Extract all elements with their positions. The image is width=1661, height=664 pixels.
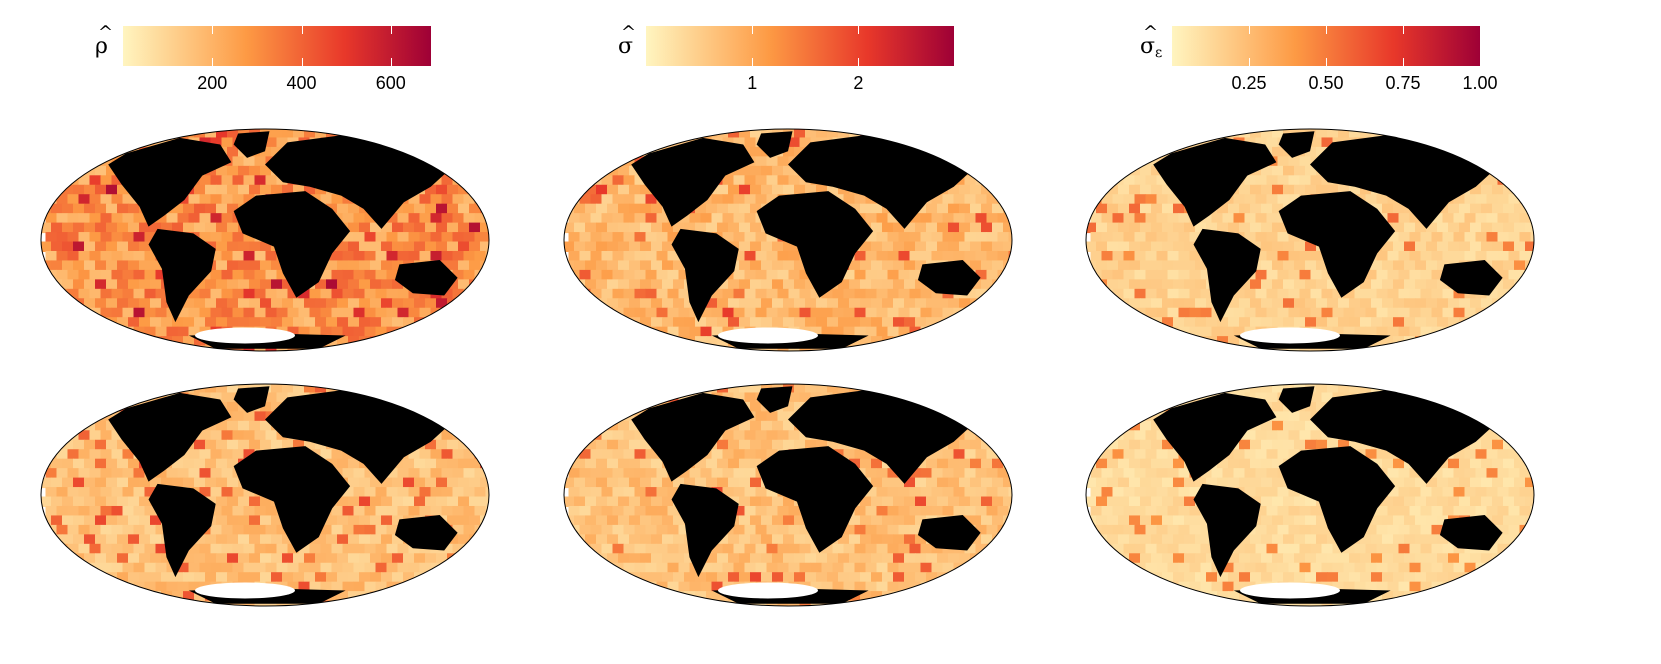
continent-landmass xyxy=(108,137,232,227)
continent-landmass xyxy=(233,386,270,413)
colorbar-sigma: ^ σ 1 2 xyxy=(0,0,1100,110)
colorbar-tick xyxy=(1403,58,1404,66)
colorbar-tick xyxy=(1480,26,1481,34)
colorbar-rho: ^ ρ 200 400 600 xyxy=(0,0,553,110)
colorbar-rho-label: ^ ρ xyxy=(95,22,114,59)
colorbar-tick xyxy=(1249,58,1250,66)
continent-landmass xyxy=(1193,483,1261,578)
continent-landmass xyxy=(1278,131,1315,158)
continent-landmass xyxy=(788,133,981,229)
continent-landmass xyxy=(756,131,793,158)
colorbar-tick-label: 2 xyxy=(853,73,864,93)
continent-landmass xyxy=(233,191,351,298)
continent-landmass xyxy=(148,228,216,323)
no-data-region xyxy=(718,582,818,599)
continent-landmass xyxy=(1278,386,1315,413)
map-outline xyxy=(1085,128,1535,352)
map-sigma-bottom xyxy=(563,383,1013,607)
colorbar-sigma-label: ^ σ xyxy=(618,22,637,59)
continent-landmass xyxy=(631,137,755,227)
continent-landmass xyxy=(1153,137,1277,227)
colorbar-sigma-gradient xyxy=(646,26,954,66)
continent-landmass xyxy=(1193,228,1261,323)
colorbar-tick xyxy=(858,58,860,66)
map-sigma-eps-bottom xyxy=(1085,383,1535,607)
continent-landmass xyxy=(394,514,458,551)
map-outline xyxy=(40,128,490,352)
continent-landmass xyxy=(265,388,458,484)
continent-landmass xyxy=(1310,133,1503,229)
map-rho-bottom xyxy=(40,383,490,607)
colorbar-tick-label: 0.25 xyxy=(1231,73,1267,93)
colorbar-tick xyxy=(1326,26,1327,34)
no-data-region xyxy=(195,582,295,599)
continent-landmass xyxy=(917,514,981,551)
continent-landmass xyxy=(265,133,458,229)
colorbar-tick xyxy=(390,26,392,34)
map-outline xyxy=(40,383,490,607)
map-sigma-top xyxy=(563,128,1013,352)
colorbar-sigma-eps: ^ σε 0.25 0.50 0.75 1.00 xyxy=(0,0,1661,110)
colorbar-tick-label: 1.00 xyxy=(1462,73,1498,93)
continent-landmass xyxy=(1278,191,1396,298)
colorbar-tick xyxy=(1326,58,1327,66)
continent-landmass xyxy=(756,446,874,553)
colorbar-tick xyxy=(752,58,754,66)
no-data-region xyxy=(718,327,818,344)
continent-landmass xyxy=(756,191,874,298)
continent-landmass xyxy=(917,259,981,296)
continent-landmass xyxy=(1153,392,1277,482)
colorbar-rho-gradient xyxy=(123,26,431,66)
map-sigma-eps-top xyxy=(1085,128,1535,352)
no-data-region xyxy=(1240,582,1340,599)
map-rho-top xyxy=(40,128,490,352)
continent-landmass xyxy=(148,483,216,578)
colorbar-tick xyxy=(212,26,214,34)
colorbar-tick-label: 200 xyxy=(197,73,228,93)
colorbar-tick xyxy=(1403,26,1404,34)
continent-landmass xyxy=(1278,446,1396,553)
no-data-region xyxy=(1240,327,1340,344)
colorbar-tick-label: 0.50 xyxy=(1308,73,1344,93)
map-outline xyxy=(1085,383,1535,607)
colorbar-tick xyxy=(1249,26,1250,34)
colorbar-tick xyxy=(301,26,303,34)
continent-landmass xyxy=(394,259,458,296)
colorbar-tick-label: 400 xyxy=(286,73,317,93)
continent-landmass xyxy=(671,483,739,578)
continent-landmass xyxy=(233,446,351,553)
colorbar-tick xyxy=(1480,58,1481,66)
colorbar-sigma-eps-label: ^ σε xyxy=(1140,22,1163,61)
continent-landmass xyxy=(233,131,270,158)
colorbar-tick xyxy=(752,26,754,34)
continent-landmass xyxy=(671,228,739,323)
no-data-region xyxy=(195,327,295,344)
colorbar-tick xyxy=(390,58,392,66)
map-outline xyxy=(563,128,1013,352)
continent-landmass xyxy=(1439,259,1503,296)
colorbar-tick xyxy=(858,26,860,34)
colorbar-tick-label: 600 xyxy=(375,73,406,93)
continent-landmass xyxy=(631,392,755,482)
continent-landmass xyxy=(1310,388,1503,484)
continent-landmass xyxy=(1439,514,1503,551)
continent-landmass xyxy=(108,392,232,482)
continent-landmass xyxy=(756,386,793,413)
colorbar-tick xyxy=(212,58,214,66)
colorbar-tick-label: 0.75 xyxy=(1385,73,1421,93)
colorbar-tick-label: 1 xyxy=(747,73,758,93)
map-outline xyxy=(563,383,1013,607)
continent-landmass xyxy=(788,388,981,484)
colorbar-tick xyxy=(301,58,303,66)
